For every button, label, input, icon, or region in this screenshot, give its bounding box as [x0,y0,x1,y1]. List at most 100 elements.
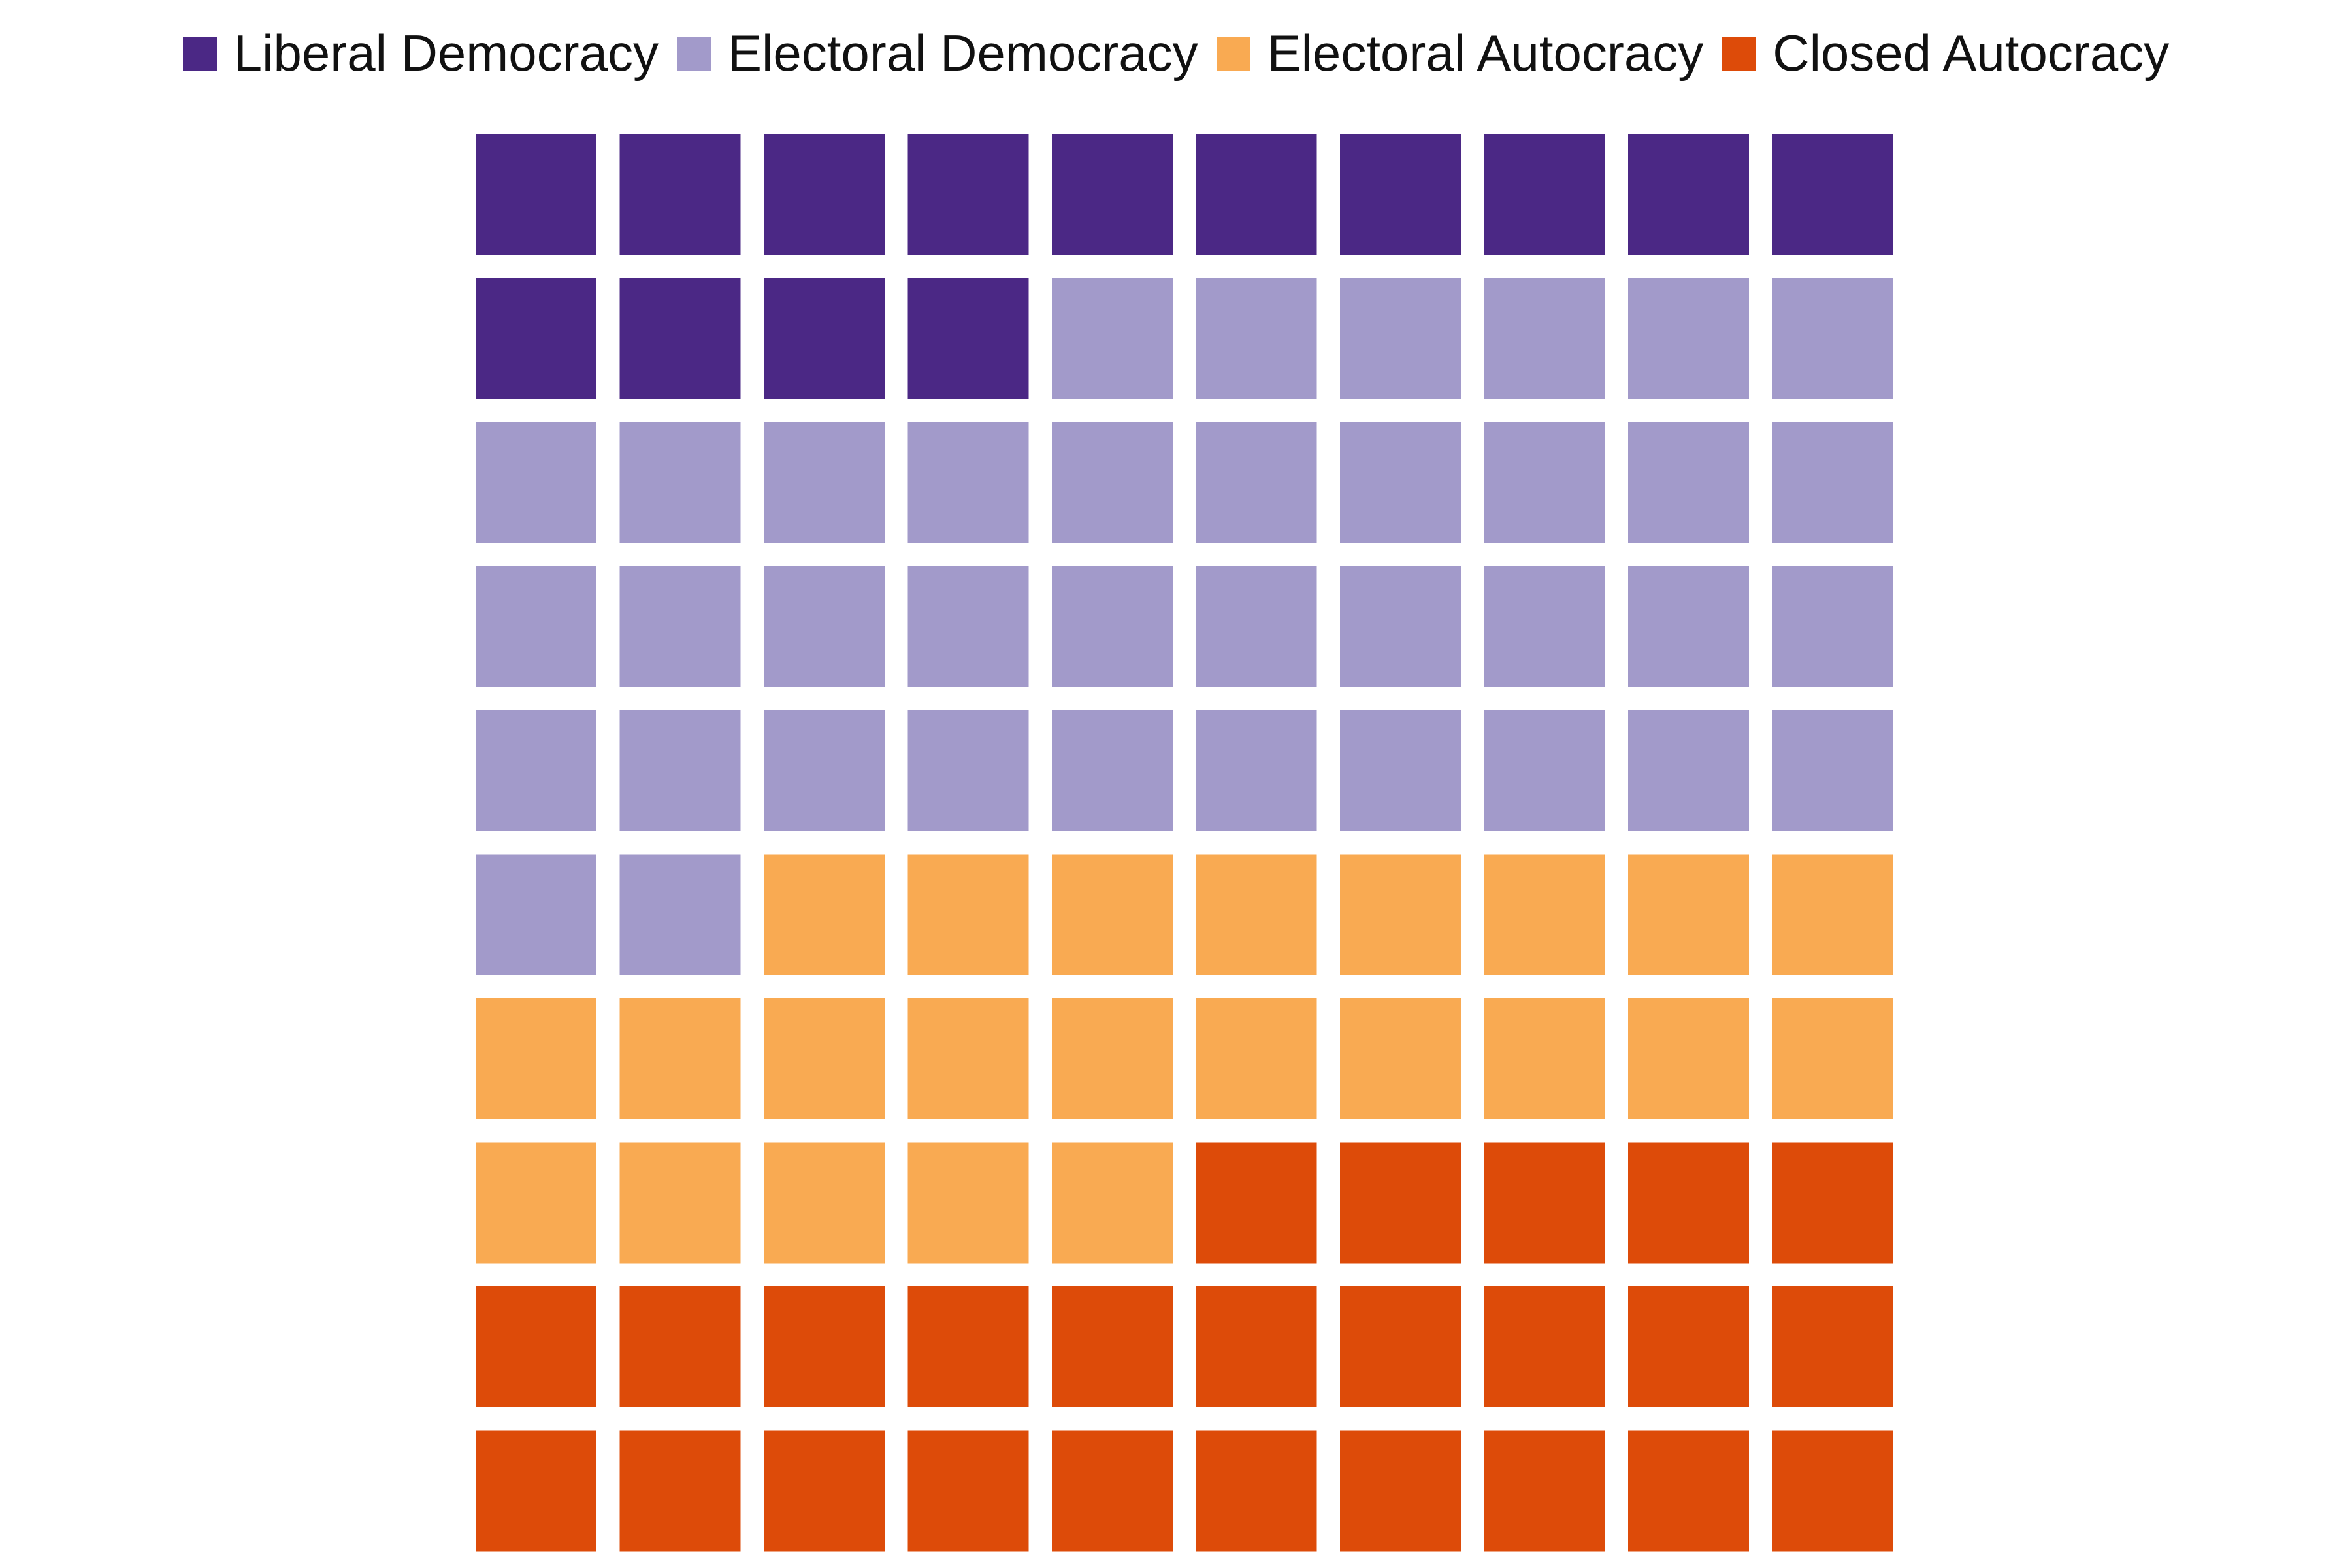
waffle-cell-electoral-democracy [764,710,885,831]
waffle-cell-liberal-democracy [1628,134,1749,255]
waffle-cell-electoral-democracy [1052,278,1173,399]
waffle-cell-liberal-democracy [1484,134,1605,255]
waffle-cell-electoral-autocracy [764,854,885,975]
waffle-cell-electoral-democracy [619,566,741,687]
waffle-cell-liberal-democracy [907,134,1029,255]
waffle-cell-closed-autocracy [1628,1430,1749,1552]
waffle-cell-liberal-democracy [476,278,596,399]
waffle-cell-electoral-democracy [907,566,1029,687]
waffle-cell-electoral-democracy [1772,278,1893,399]
waffle-cell-electoral-autocracy [619,1142,741,1264]
waffle-cell-electoral-autocracy [1052,1142,1173,1264]
waffle-cell-closed-autocracy [1484,1286,1605,1407]
waffle-cell-liberal-democracy [1340,134,1461,255]
waffle-cell-electoral-democracy [1052,566,1173,687]
waffle-cell-liberal-democracy [1772,134,1893,255]
waffle-cell-liberal-democracy [1052,134,1173,255]
waffle-cell-electoral-democracy [764,566,885,687]
waffle-cell-electoral-democracy [1052,422,1173,543]
waffle-cell-closed-autocracy [1628,1142,1749,1264]
legend-item-liberal-democracy: Liberal Democracy [182,24,659,83]
waffle-cell-closed-autocracy [1196,1286,1317,1407]
waffle-cell-closed-autocracy [1772,1286,1893,1407]
legend-item-electoral-democracy: Electoral Democracy [677,24,1198,83]
waffle-cell-liberal-democracy [764,278,885,399]
waffle-cell-electoral-autocracy [907,854,1029,975]
waffle-cell-closed-autocracy [1340,1430,1461,1552]
waffle-cell-electoral-autocracy [907,998,1029,1119]
waffle-cell-liberal-democracy [476,134,596,255]
waffle-cell-electoral-autocracy [1196,998,1317,1119]
waffle-cell-closed-autocracy [907,1430,1029,1552]
legend-swatch-electoral-democracy [677,36,711,71]
waffle-cell-electoral-democracy [1628,566,1749,687]
waffle-cell-electoral-democracy [619,710,741,831]
waffle-cell-electoral-democracy [907,710,1029,831]
legend-swatch-liberal-democracy [182,36,217,71]
waffle-cell-electoral-democracy [476,854,596,975]
waffle-cell-electoral-democracy [1484,566,1605,687]
waffle-cell-electoral-autocracy [1484,854,1605,975]
waffle-cell-electoral-autocracy [764,1142,885,1264]
waffle-cell-electoral-autocracy [619,998,741,1119]
waffle-cell-electoral-democracy [1772,422,1893,543]
waffle-cell-liberal-democracy [619,278,741,399]
waffle-cell-closed-autocracy [1340,1142,1461,1264]
waffle-cell-closed-autocracy [907,1286,1029,1407]
waffle-cell-closed-autocracy [476,1286,596,1407]
waffle-cell-electoral-democracy [476,422,596,543]
waffle-cell-closed-autocracy [1052,1430,1173,1552]
waffle-cell-electoral-autocracy [1052,998,1173,1119]
waffle-cell-closed-autocracy [764,1430,885,1552]
legend-item-closed-autocracy: Closed Autocracy [1722,24,2169,83]
waffle-cell-electoral-autocracy [1628,998,1749,1119]
waffle-cell-electoral-democracy [1340,278,1461,399]
waffle-cell-electoral-democracy [1196,566,1317,687]
waffle-cell-electoral-democracy [476,710,596,831]
waffle-cell-liberal-democracy [1196,134,1317,255]
waffle-cell-closed-autocracy [1340,1286,1461,1407]
waffle-cell-electoral-democracy [619,854,741,975]
waffle-cell-closed-autocracy [1772,1430,1893,1552]
waffle-cell-closed-autocracy [1484,1142,1605,1264]
waffle-cell-closed-autocracy [1628,1286,1749,1407]
waffle-cell-liberal-democracy [764,134,885,255]
waffle-cell-electoral-democracy [1484,422,1605,543]
waffle-cell-electoral-autocracy [1196,854,1317,975]
waffle-cell-electoral-autocracy [1772,998,1893,1119]
waffle-cell-electoral-autocracy [1340,854,1461,975]
waffle-cell-closed-autocracy [1772,1142,1893,1264]
waffle-cell-electoral-democracy [1772,710,1893,831]
waffle-cell-electoral-democracy [619,422,741,543]
waffle-cell-electoral-autocracy [764,998,885,1119]
legend-swatch-closed-autocracy [1722,36,1756,71]
waffle-cell-closed-autocracy [476,1430,596,1552]
waffle-cell-electoral-democracy [1484,278,1605,399]
waffle-cell-electoral-autocracy [1772,854,1893,975]
waffle-cell-electoral-democracy [1484,710,1605,831]
waffle-cell-electoral-democracy [1196,278,1317,399]
legend-label-electoral-democracy: Electoral Democracy [728,24,1198,82]
waffle-cell-closed-autocracy [619,1430,741,1552]
waffle-cell-electoral-democracy [1340,710,1461,831]
waffle-cell-liberal-democracy [619,134,741,255]
waffle-cell-electoral-democracy [1196,710,1317,831]
legend-label-liberal-democracy: Liberal Democracy [233,24,659,82]
legend: Liberal Democracy Electoral Democracy El… [0,24,2352,83]
waffle-cell-electoral-autocracy [1052,854,1173,975]
waffle-cell-electoral-democracy [1628,278,1749,399]
waffle-cell-closed-autocracy [1484,1430,1605,1552]
waffle-cell-electoral-democracy [1340,566,1461,687]
waffle-cell-electoral-democracy [907,422,1029,543]
waffle-cell-electoral-democracy [1628,422,1749,543]
waffle-cell-closed-autocracy [619,1286,741,1407]
waffle-cell-electoral-democracy [1196,422,1317,543]
waffle-cell-electoral-autocracy [1628,854,1749,975]
legend-label-closed-autocracy: Closed Autocracy [1772,24,2170,82]
legend-label-electoral-autocracy: Electoral Autocracy [1267,24,1704,82]
waffle-cell-closed-autocracy [1052,1286,1173,1407]
waffle-cell-electoral-autocracy [1484,998,1605,1119]
waffle-cell-closed-autocracy [764,1286,885,1407]
waffle-cell-electoral-democracy [1628,710,1749,831]
